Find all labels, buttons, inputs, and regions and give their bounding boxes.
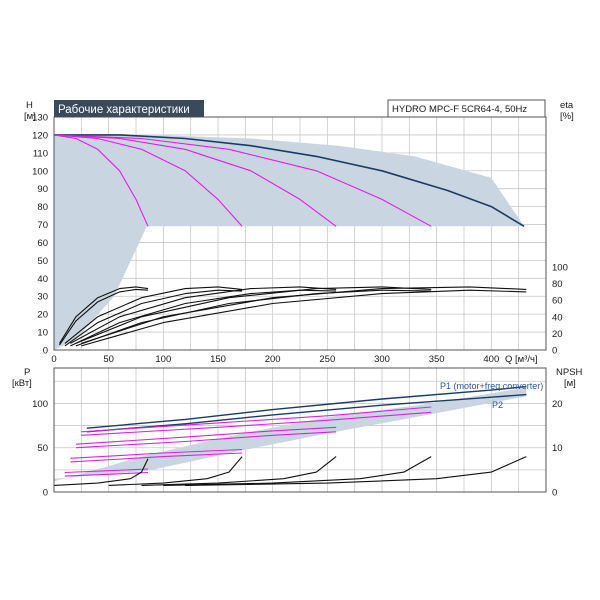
y-tick-label: 110: [33, 148, 48, 159]
subtitle-box: [387, 99, 546, 118]
x-tick-label: 200: [265, 354, 281, 365]
x-tick-label: 300: [374, 354, 390, 365]
npsh-curve: [163, 456, 432, 486]
y-tick-label: 40: [37, 274, 48, 285]
npsh-curve: [141, 456, 337, 486]
npsh-curve: [53, 458, 149, 486]
y-axis-label: H: [26, 100, 33, 111]
chart-subtitle: HYDRO MPC-F 5CR64-4, 50Hz: [392, 104, 527, 115]
eta-curve: [64, 289, 243, 347]
bottom-chart-marks: [53, 385, 527, 486]
x-tick-label: 50: [103, 354, 114, 365]
y-tick-label: 120: [32, 130, 48, 141]
y2-tick-label: 40: [552, 312, 563, 323]
y-tick-label: 130: [32, 113, 48, 124]
npsh-axis-label: NPSH: [556, 367, 583, 378]
power-tick-label: 50: [37, 443, 48, 454]
y-tick-label: 30: [37, 292, 48, 303]
eta-curve: [64, 286, 243, 344]
eta-curve: [75, 286, 432, 344]
y-tick-label: 60: [37, 238, 48, 249]
power-axis-label: P: [24, 367, 30, 378]
x-tick-label: 400: [483, 354, 499, 365]
top-plot-frame: [53, 116, 547, 351]
eta-curve: [59, 288, 149, 346]
title-box: [54, 100, 204, 117]
y2-tick-label: 100: [552, 263, 568, 274]
y-tick-label: 70: [37, 220, 48, 231]
y-tick-label: 100: [32, 166, 48, 177]
y2-tick-label: 20: [552, 329, 563, 340]
npsh-curve: [108, 456, 243, 486]
y2-tick-label: 80: [552, 279, 563, 290]
head-curve: [53, 134, 337, 227]
x-axis-label: Q: [505, 354, 512, 365]
y-axis-unit: [м]: [24, 111, 36, 122]
x-axis-unit: [м³/ч]: [515, 354, 538, 365]
bottom-plot-frame: [53, 367, 547, 493]
envelope-curve: [54, 134, 525, 227]
y2-tick-label: 0: [552, 346, 557, 357]
npsh-tick-label: 10: [552, 443, 563, 454]
eta-curve: [70, 286, 337, 344]
y-tick-label: 50: [37, 256, 48, 267]
power-curve: [81, 406, 432, 433]
head-curve: [53, 134, 243, 227]
power-curve: [81, 411, 432, 436]
power-tick-label: 0: [43, 488, 48, 499]
x-tick-label: 350: [429, 354, 445, 365]
chart-title: Рабочие характеристики: [58, 104, 190, 116]
eta-curve: [81, 289, 527, 347]
legend-p1: P1 (motor+freq.converter): [440, 381, 543, 391]
head-curve: [53, 134, 149, 227]
y-tick-label: 0: [43, 346, 48, 357]
power-curve: [64, 471, 149, 477]
power-curve: [75, 431, 337, 449]
head-curve: [53, 134, 432, 227]
npsh-tick-label: 20: [552, 399, 563, 410]
eta-curve: [75, 289, 432, 347]
eta-curve: [59, 286, 149, 344]
legend-p2: P2: [492, 400, 503, 410]
x-tick-label: 100: [155, 354, 171, 365]
x-tick-label: 150: [210, 354, 226, 365]
y-tick-label: 10: [37, 328, 48, 339]
top-chart-marks: [53, 134, 527, 350]
x-tick-label: 0: [51, 354, 56, 365]
y2-tick-label: 60: [552, 296, 563, 307]
y-tick-label: 80: [37, 202, 48, 213]
eta-curve: [70, 289, 337, 347]
tick-labels: 0 50 100 150 200 250 300 350 4000102030405060708…: [32, 113, 568, 499]
power-tick-label: 100: [32, 399, 48, 410]
npsh-curve: [185, 456, 527, 486]
npsh-tick-label: 0: [552, 488, 557, 499]
p2-curve: [86, 393, 527, 433]
operating-range-area: [54, 134, 525, 350]
power-curve: [70, 452, 243, 463]
power-curve: [75, 426, 337, 445]
eta-curve: [81, 286, 527, 344]
y-tick-label: 20: [37, 310, 48, 321]
x-tick-label: 250: [319, 354, 335, 365]
npsh-axis-unit: [м]: [564, 378, 576, 389]
power-curve: [64, 468, 149, 474]
y-tick-label: 90: [37, 184, 48, 195]
power-axis-unit: [кВт]: [12, 378, 32, 389]
p1-curve: [86, 385, 527, 429]
y2-axis-label: eta: [560, 100, 574, 111]
power-curve: [70, 448, 243, 459]
y2-axis-unit: [%]: [560, 111, 574, 122]
